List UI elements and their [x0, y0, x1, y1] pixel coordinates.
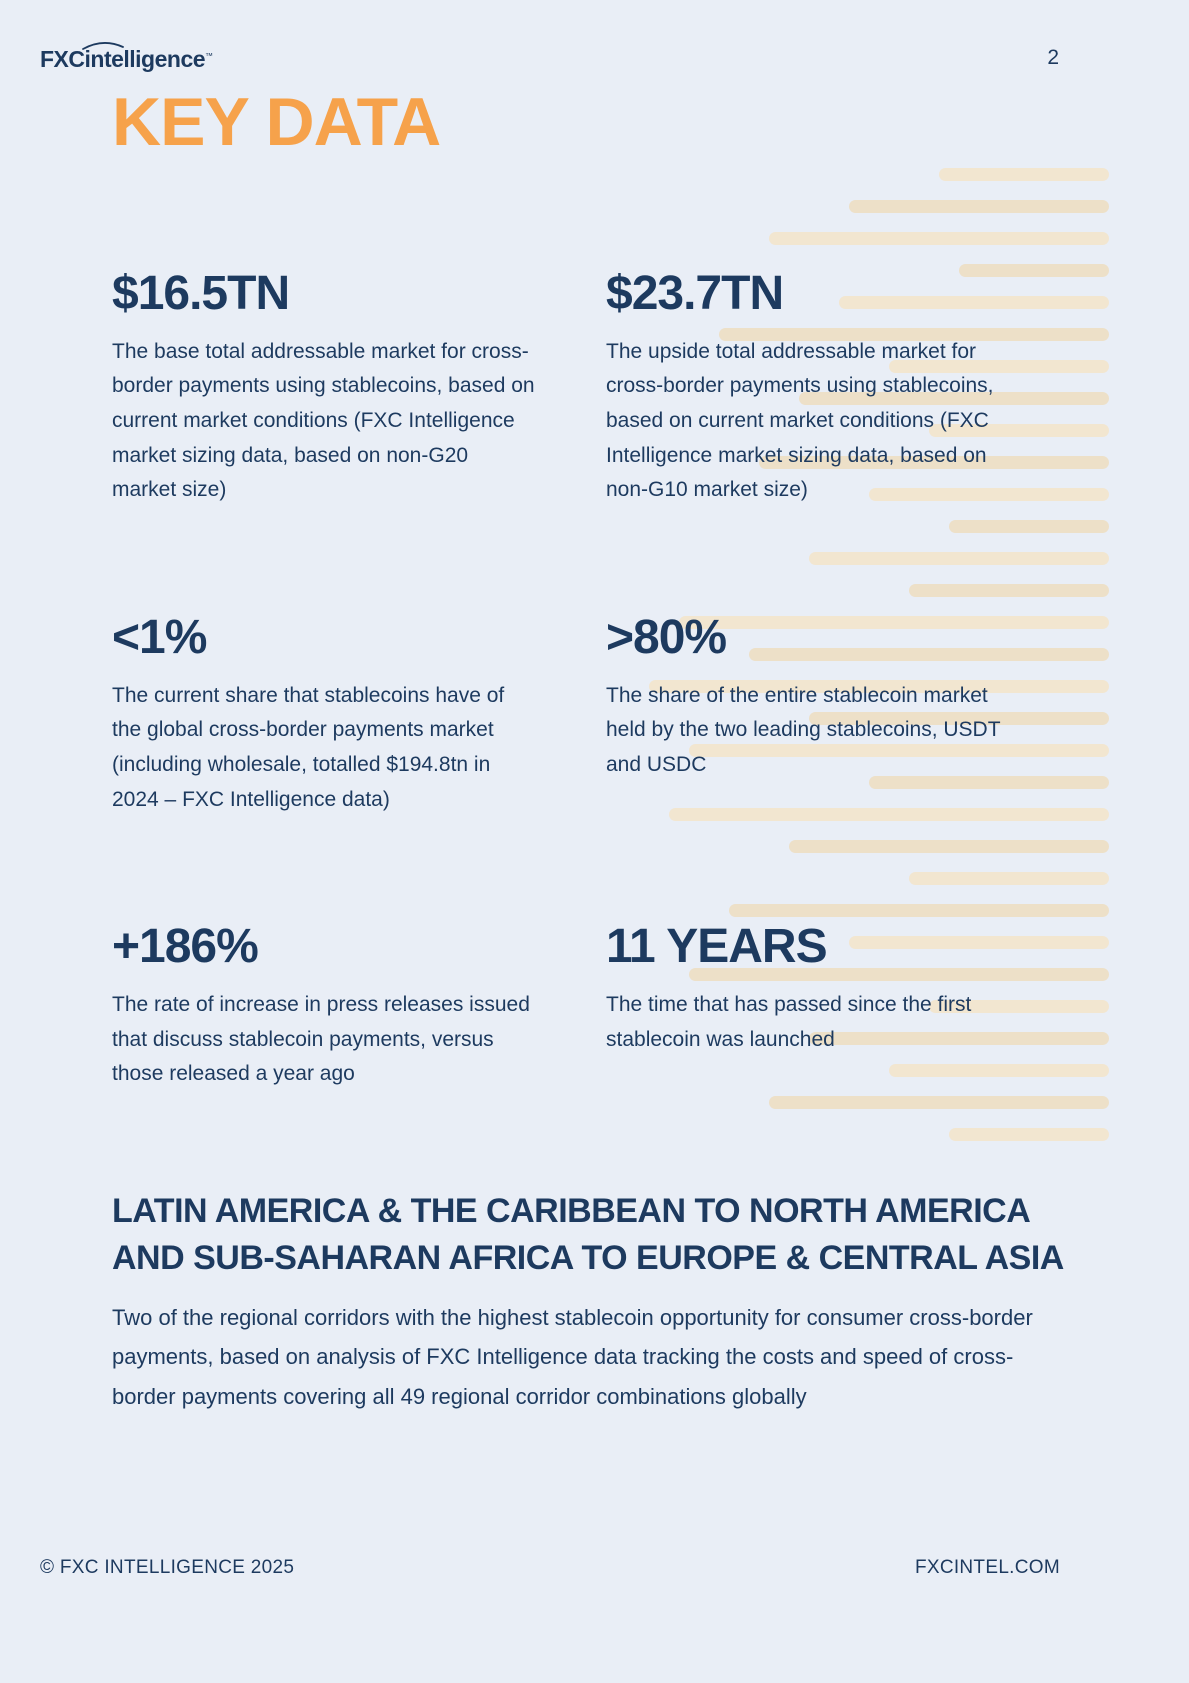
stat-value: +186% [112, 920, 259, 974]
fxc-intelligence-logo: FXCintelligence™ [40, 42, 213, 73]
corridor-description: Two of the regional corridors with the h… [112, 1304, 1033, 1410]
stat-value: $16.5TN [112, 267, 290, 320]
corridor-heading-line1: LATIN AMERICA & THE CARIBBEAN TO NORTH A… [112, 1192, 1031, 1231]
stat-base-tam: $16.5TN The base total addressable marke… [112, 267, 606, 508]
page-title: KEY DATA [112, 84, 441, 160]
stat-description: The upside total addressable market for … [606, 339, 994, 502]
stat-years-since-first-stablecoin: 11 YEARS The time that has passed since … [606, 921, 1080, 1092]
stat-description: The time that has passed since the first… [606, 993, 972, 1051]
copyright-text: © FXC INTELLIGENCE 2025 [40, 1557, 295, 1578]
page-header: FXCintelligence™ 2 [40, 42, 1059, 73]
logo-name: intelligence [84, 46, 206, 72]
stat-description: The base total addressable market for cr… [112, 339, 535, 502]
corridor-highlight-section: LATIN AMERICA & THE CARIBBEAN TO NORTH A… [112, 1188, 1080, 1417]
stat-value: $23.7TN [606, 267, 784, 320]
logo-swoosh-icon [82, 42, 124, 50]
stat-value: 11 YEARS [606, 920, 828, 974]
stat-description: The current share that stablecoins have … [112, 683, 505, 811]
page-number: 2 [1047, 46, 1059, 69]
stat-upside-tam: $23.7TN The upside total addressable mar… [606, 267, 1080, 508]
stat-value: <1% [112, 611, 207, 664]
stat-leading-stablecoins-share: >80% The share of the entire stablecoin … [606, 611, 1080, 817]
main-content: KEY DATA $16.5TN The base total addressa… [112, 88, 1080, 1417]
logo-prefix: FXC [40, 46, 85, 72]
corridor-heading-line2: AND SUB-SAHARAN AFRICA TO EUROPE & CENTR… [112, 1238, 1064, 1277]
page-footer: © FXC INTELLIGENCE 2025 FXCINTEL.COM [40, 1557, 1060, 1579]
stat-press-release-increase: +186% The rate of increase in press rele… [112, 921, 606, 1092]
stat-description: The share of the entire stablecoin marke… [606, 683, 1001, 777]
stat-description: The rate of increase in press releases i… [112, 993, 530, 1086]
stat-value: >80% [606, 611, 727, 664]
trademark-symbol: ™ [205, 51, 213, 61]
corridor-heading: LATIN AMERICA & THE CARIBBEAN TO NORTH A… [112, 1188, 1080, 1282]
stat-current-share: <1% The current share that stablecoins h… [112, 611, 606, 817]
key-data-grid: $16.5TN The base total addressable marke… [112, 267, 1080, 1092]
website-link[interactable]: FXCINTEL.COM [914, 1557, 1060, 1578]
